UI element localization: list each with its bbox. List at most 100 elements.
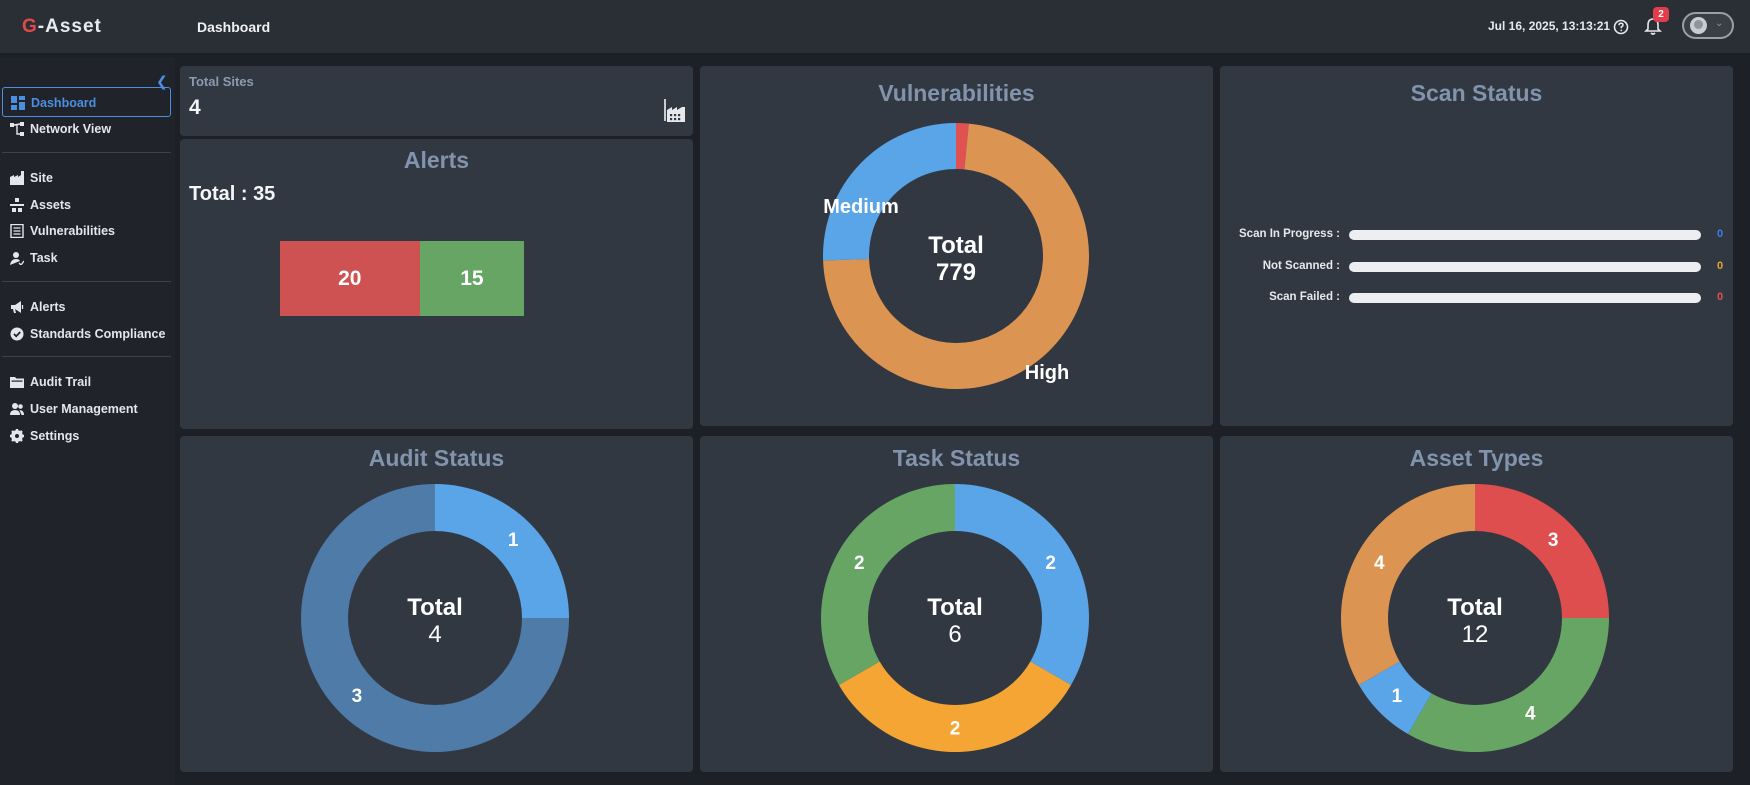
sidebar-item-label: Alerts — [30, 300, 66, 314]
badge-check-icon — [10, 327, 24, 341]
avatar-icon — [1690, 17, 1707, 34]
sidebar-item-label: Standards Compliance — [30, 327, 166, 341]
vulnerabilities-slice[interactable] — [823, 123, 1089, 389]
scan-status-progress-bar — [1349, 293, 1701, 303]
sidebar-item-site[interactable]: Site — [2, 163, 171, 193]
task-status-slice-label: 2 — [854, 553, 865, 574]
audit-status-title: Audit Status — [368, 445, 505, 471]
scan-status-row: Scan Failed : 0 — [1220, 291, 1730, 305]
chevron-left-icon[interactable]: ❮ — [156, 73, 168, 89]
task-status-slice[interactable] — [838, 661, 1072, 753]
donut-center-value: 4 — [428, 621, 441, 648]
scan-status-title: Scan Status — [1410, 80, 1543, 106]
vulnerabilities-panel: Vulnerabilities High Medium Total 779 — [700, 66, 1213, 426]
alerts-panel: Alerts Total : 35 20 15 — [180, 139, 693, 429]
asset-types-slice-label: 4 — [1374, 553, 1385, 574]
task-status-panel: Task Status 2 2 2 Total 6 — [700, 436, 1213, 772]
task-icon — [10, 252, 24, 265]
user-menu-button[interactable]: ⌄ — [1682, 12, 1734, 39]
sidebar-item-label: Task — [30, 251, 58, 265]
factory-icon — [10, 171, 24, 185]
network-icon — [10, 122, 24, 136]
scan-status-row: Not Scanned : 0 — [1220, 260, 1730, 274]
sidebar-item-label: Network View — [30, 122, 112, 136]
audit-status-slice-label: 1 — [508, 530, 519, 551]
folder-icon — [10, 377, 24, 388]
audit-status-slice[interactable] — [435, 484, 569, 618]
factory-icon — [664, 99, 685, 122]
sidebar-item-label: Settings — [30, 429, 80, 443]
gear-icon — [10, 429, 24, 443]
task-status-title: Task Status — [892, 445, 1021, 471]
donut-center-label: Total — [1447, 594, 1503, 621]
donut-center-value: 6 — [948, 621, 961, 648]
notification-badge: 2 — [1653, 7, 1669, 22]
scan-status-label: Not Scanned : — [1262, 260, 1340, 272]
chevron-down-icon: ⌄ — [1715, 18, 1724, 29]
sidebar-item-standards-compliance[interactable]: Standards Compliance — [2, 319, 171, 349]
total-sites-label: Total Sites — [189, 74, 254, 89]
total-sites-value: 4 — [189, 96, 201, 119]
vulnerabilities-slice[interactable] — [956, 123, 969, 170]
asset-types-panel: Asset Types 3 4 1 4 Total 12 — [1220, 436, 1733, 772]
asset-types-title: Asset Types — [1409, 445, 1544, 471]
sidebar-item-user-management[interactable]: User Management — [2, 394, 171, 424]
asset-types-slice-label: 3 — [1548, 530, 1559, 551]
asset-types-slice[interactable] — [1341, 484, 1475, 685]
task-status-slice[interactable] — [821, 484, 955, 685]
audit-status-slice-label: 3 — [352, 686, 363, 707]
alerts-title: Alerts — [403, 147, 470, 173]
users-icon — [10, 403, 24, 415]
sidebar-item-vulnerabilities[interactable]: Vulnerabilities — [2, 216, 171, 246]
asset-types-slice-label: 1 — [1392, 686, 1403, 707]
sidebar-item-settings[interactable]: Settings — [2, 421, 171, 451]
asset-types-slice-label: 4 — [1525, 704, 1536, 725]
scan-status-count: 0 — [1717, 260, 1724, 272]
donut-center-value: 779 — [936, 259, 976, 286]
scan-status-label: Scan Failed : — [1269, 291, 1340, 303]
scan-status-progress-bar — [1349, 230, 1701, 240]
alerts-total: Total : 35 — [189, 183, 276, 205]
scan-status-progress-bar — [1349, 262, 1701, 272]
app-logo[interactable]: G-Asset — [22, 16, 102, 38]
scan-status-label: Scan In Progress : — [1239, 228, 1340, 240]
sidebar-item-audit-trail[interactable]: Audit Trail — [2, 367, 171, 397]
vulnerabilities-slice-label: Medium — [823, 196, 899, 218]
sidebar-item-task[interactable]: Task — [2, 243, 171, 273]
donut-center-value: 12 — [1462, 621, 1489, 648]
task-status-slice-label: 2 — [1045, 553, 1056, 574]
assets-icon — [10, 198, 24, 212]
logo-prefix: G — [22, 16, 38, 37]
asset-types-slice[interactable] — [1358, 661, 1432, 735]
scan-status-panel: Scan Status Scan In Progress :0 Not Scann… — [1220, 66, 1733, 426]
scan-status-count: 0 — [1717, 228, 1724, 240]
asset-types-slice[interactable] — [1475, 484, 1609, 618]
donut-center-label: Total — [407, 594, 463, 621]
current-datetime: Jul 16, 2025, 13:13:21 — [1488, 19, 1611, 33]
sidebar-item-alerts[interactable]: Alerts — [2, 292, 171, 322]
sidebar-item-network-view[interactable]: Network View — [2, 114, 171, 144]
scan-status-row: Scan In Progress : 0 — [1220, 228, 1730, 242]
sidebar-item-label: User Management — [30, 402, 138, 416]
alerts-bar-segment[interactable]: 20 — [280, 241, 420, 316]
sidebar-item-dashboard[interactable]: Dashboard — [2, 87, 171, 117]
audit-status-slice[interactable] — [301, 484, 569, 752]
sidebar-divider — [2, 152, 171, 153]
sidebar-item-assets[interactable]: Assets — [2, 190, 171, 220]
vulnerabilities-title: Vulnerabilities — [878, 80, 1035, 106]
sidebar-item-label: Audit Trail — [30, 375, 92, 389]
top-bar: G-Asset Dashboard Jul 16, 2025, 13:13:21… — [0, 0, 1750, 55]
help-icon[interactable] — [1613, 19, 1629, 35]
task-status-slice[interactable] — [955, 484, 1089, 685]
page-title: Dashboard — [197, 19, 271, 35]
asset-types-slice[interactable] — [1408, 618, 1609, 752]
logo-text: -Asset — [37, 16, 102, 37]
sidebar-divider — [2, 356, 171, 357]
alerts-bar-segment[interactable]: 15 — [419, 241, 525, 316]
vulnerabilities-slice[interactable] — [823, 123, 956, 261]
vulnerabilities-icon — [10, 224, 24, 238]
total-sites-card: Total Sites 4 — [180, 66, 693, 136]
